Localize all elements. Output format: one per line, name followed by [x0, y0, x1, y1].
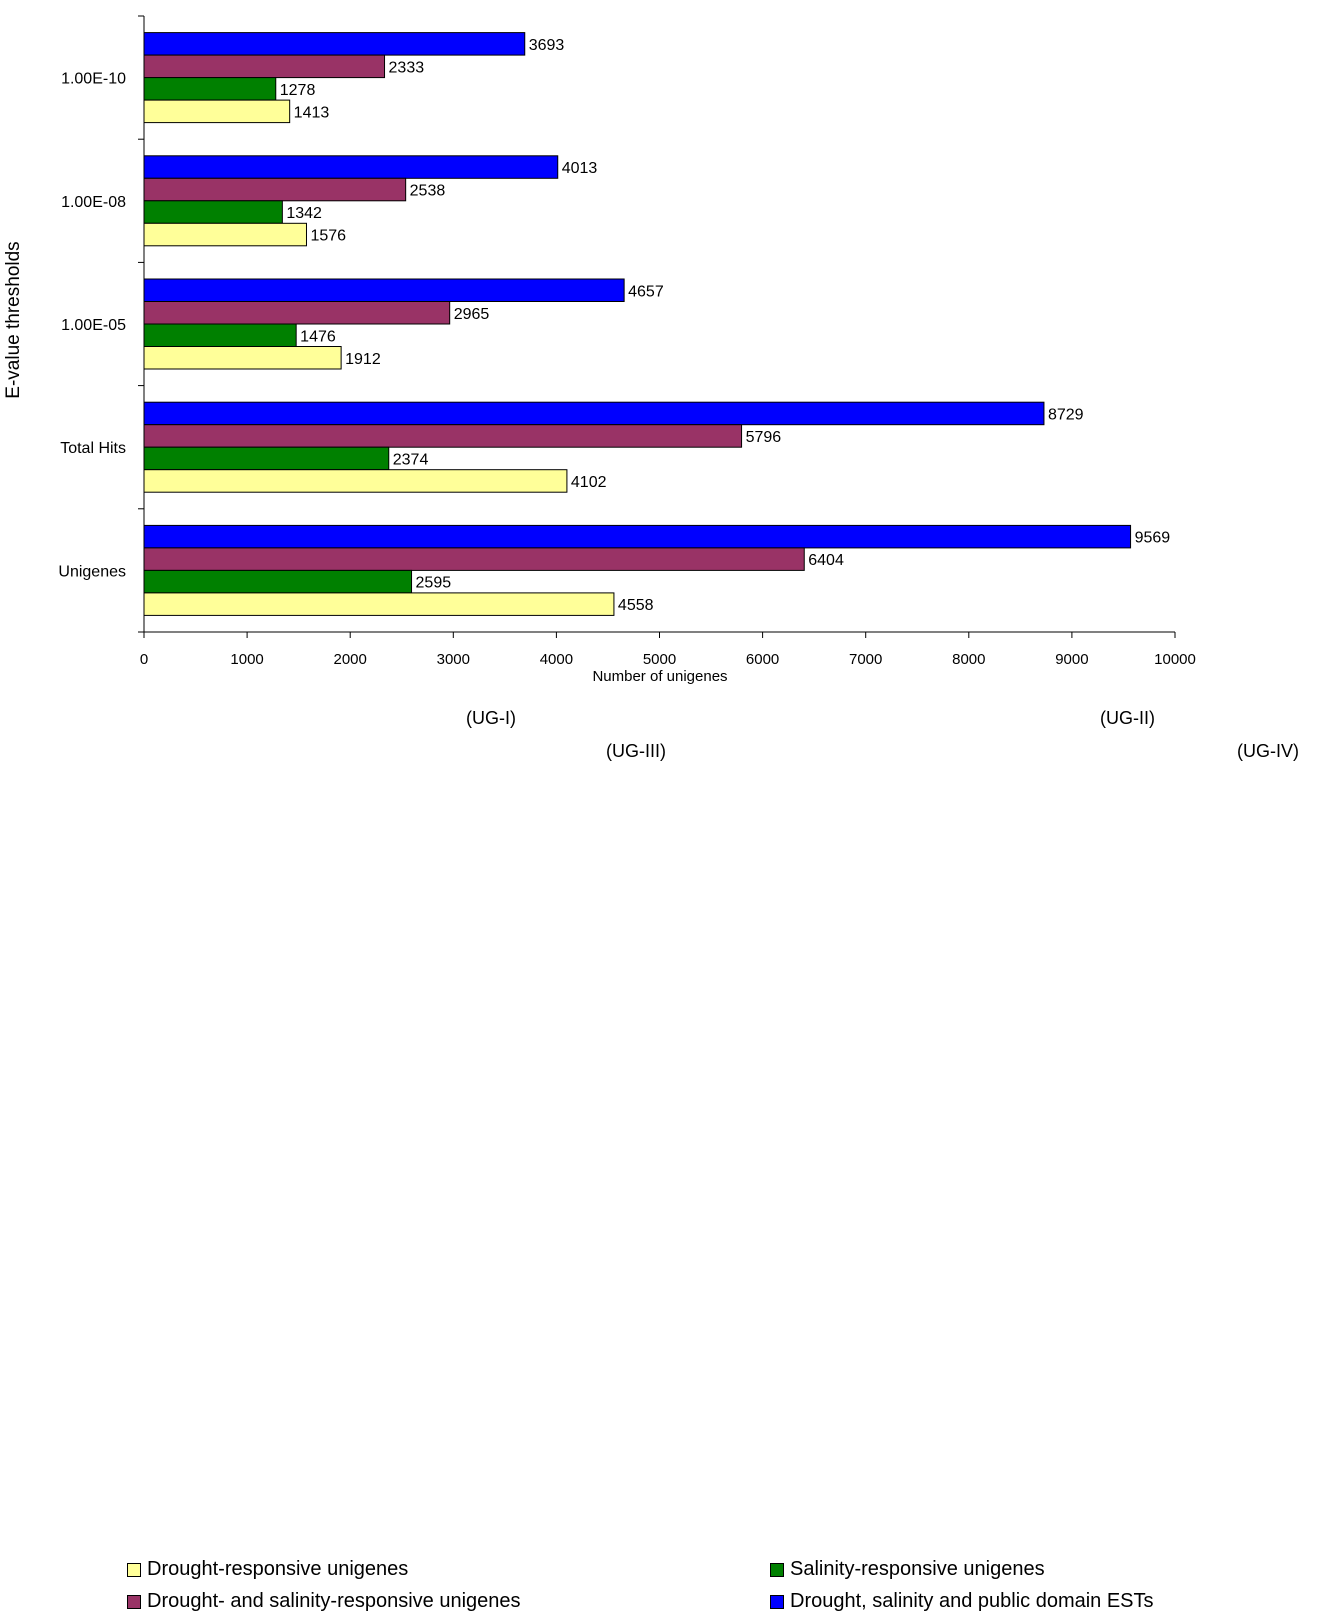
x-tick-label: 9000: [1055, 651, 1088, 668]
bar: [143, 54, 386, 79]
bar: [143, 323, 297, 347]
bar-value-label: 4102: [571, 474, 607, 491]
annotation-ug-iii: (UG-III): [606, 741, 666, 761]
legend-swatch-public-ests: [770, 1594, 784, 1609]
bar: [143, 99, 291, 124]
legend-swatch-salinity: [770, 1562, 784, 1577]
x-tick-label: 7000: [849, 651, 882, 668]
bar-value-label: 2538: [410, 183, 446, 200]
y-category-label: 1.00E-10: [61, 71, 126, 88]
y-category-label: 1.00E-08: [61, 194, 126, 211]
bar-value-label: 2333: [389, 59, 425, 76]
bar-value-label: 4558: [618, 597, 654, 614]
bar-value-label: 4013: [562, 160, 598, 177]
x-tick-label: 4000: [540, 651, 573, 668]
bar: [143, 301, 451, 325]
bars-layer: [143, 32, 1132, 616]
x-tick-label: 10000: [1154, 651, 1196, 668]
bar-value-label: 4657: [628, 283, 664, 300]
data-labels-layer: 9569 6404 2595 4558 8729 5796 2374 4102 4657 2965…: [280, 37, 1170, 614]
bar-value-label: 1576: [310, 228, 346, 245]
x-tick-label: 3000: [437, 651, 470, 668]
bar: [143, 446, 390, 471]
bar-value-label: 9569: [1135, 530, 1171, 547]
bar: [143, 569, 413, 594]
legend-label-salinity: Salinity-responsive unigenes: [790, 1558, 1045, 1580]
legend-swatch-drought: [127, 1562, 141, 1577]
bar: [143, 547, 805, 571]
legend-swatch-drought-salinity: [127, 1594, 141, 1609]
bar-value-label: 1413: [294, 104, 330, 121]
legend-item-salinity: Salinity-responsive unigenes: [770, 1558, 1045, 1581]
y-category-label: Unigenes: [58, 563, 126, 580]
bar: [143, 524, 1132, 549]
x-tick-label: 6000: [746, 651, 779, 668]
legend-item-public-ests: Drought, salinity and public domain ESTs: [770, 1590, 1154, 1613]
legend-label-drought-salinity: Drought- and salinity-responsive unigene…: [147, 1590, 521, 1612]
bar: [143, 77, 277, 101]
x-axis-label: Number of unigenes: [592, 668, 727, 685]
annotation-ug-iv: (UG-IV): [1237, 741, 1299, 761]
x-tick-label: 0: [140, 651, 148, 668]
axes-layer: 0 1000 2000 3000 4000 5000 6000 7000 8000 9000 100…: [58, 15, 1196, 668]
legend-item-drought-salinity: Drought- and salinity-responsive unigene…: [127, 1590, 521, 1613]
bar: [143, 278, 625, 302]
bar-value-label: 1912: [345, 351, 381, 368]
bar-value-label: 6404: [808, 552, 844, 569]
bar-value-label: 3693: [529, 37, 565, 54]
chart-area: 0 1000 2000 3000 4000 5000 6000 7000 8000 9000 100…: [3, 15, 1299, 1612]
bar-value-label: 2374: [393, 451, 429, 468]
bar: [143, 346, 342, 370]
bar: [143, 401, 1045, 426]
bar: [143, 32, 526, 56]
bar-value-label: 2595: [416, 575, 452, 592]
x-tick-label: 5000: [643, 651, 676, 668]
bar: [143, 469, 568, 493]
y-axis-label: E-value thresholds: [3, 241, 24, 398]
x-tick-label: 8000: [952, 651, 985, 668]
y-category-label: 1.00E-05: [61, 317, 126, 334]
bar-value-label: 1476: [300, 328, 336, 345]
bar: [143, 155, 559, 179]
bar-value-label: 8729: [1048, 406, 1084, 423]
bar: [143, 200, 283, 224]
bar: [143, 222, 307, 247]
bar-value-label: 1342: [286, 205, 322, 222]
x-tick-label: 1000: [230, 651, 263, 668]
bar-chart: 0 1000 2000 3000 4000 5000 6000 7000 8000 9000 100…: [3, 15, 1196, 685]
legend-label-drought: Drought-responsive unigenes: [147, 1558, 409, 1580]
annotation-ug-i: (UG-I): [466, 708, 516, 728]
bar: [143, 177, 407, 202]
legend-item-drought: Drought-responsive unigenes: [127, 1558, 408, 1581]
bar-value-label: 1278: [280, 82, 316, 99]
annotation-ug-ii: (UG-II): [1100, 708, 1155, 728]
bar: [143, 424, 743, 448]
x-tick-label: 2000: [334, 651, 367, 668]
y-category-label: Total Hits: [60, 440, 126, 457]
bar-value-label: 2965: [454, 306, 490, 323]
legend-label-public-ests: Drought, salinity and public domain ESTs: [790, 1590, 1154, 1612]
bar-value-label: 5796: [746, 429, 782, 446]
bar: [143, 592, 615, 616]
